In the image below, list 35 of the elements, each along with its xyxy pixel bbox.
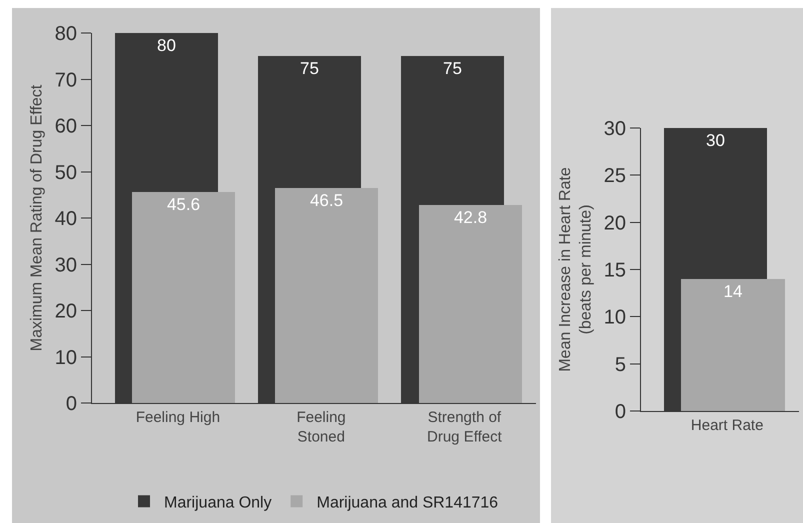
bar <box>419 205 522 403</box>
y-axis-title: Mean Increase in Heart Rate (beats per minute) <box>556 167 595 372</box>
y-tick-label: 5 <box>614 354 626 376</box>
y-tick-label: 60 <box>54 116 77 138</box>
bar <box>132 192 235 403</box>
y-tick-label: 30 <box>604 118 626 140</box>
y-tick-label: 10 <box>54 346 77 369</box>
y-tick-label: 0 <box>614 401 626 423</box>
y-tick-label: 50 <box>54 162 77 184</box>
y-tick-label: 10 <box>604 306 626 329</box>
bar <box>275 188 378 403</box>
data-label: 45.6 <box>166 195 200 214</box>
data-label: 42.8 <box>454 208 488 227</box>
y-tick-label: 70 <box>54 69 77 92</box>
data-label: 80 <box>157 36 176 55</box>
y-tick-label: 80 <box>54 23 77 45</box>
y-tick-label: 15 <box>604 260 626 282</box>
data-label: 75 <box>300 59 319 78</box>
y-axis-title: Maximum Mean Rating of Drug Effect <box>28 84 46 352</box>
data-label: 75 <box>443 59 462 78</box>
legend-label: Marijuana Only <box>164 494 272 512</box>
y-tick-label: 40 <box>54 208 77 230</box>
y-tick-label: 20 <box>604 212 626 234</box>
data-label: 14 <box>724 282 742 301</box>
legend-label: Marijuana and SR141716 <box>316 494 498 512</box>
y-tick-label: 0 <box>66 393 77 415</box>
data-label: 46.5 <box>310 191 344 210</box>
x-tick-label: Heart Rate <box>690 417 764 434</box>
x-tick-label: Feeling High <box>136 409 220 426</box>
y-tick-label: 20 <box>54 300 77 322</box>
y-tick-label: 25 <box>604 165 626 188</box>
y-tick-label: 30 <box>54 254 77 276</box>
x-tick-label: Strength of Drug Effect <box>427 409 503 446</box>
x-tick-label: Feeling Stoned <box>296 409 346 446</box>
data-label: 30 <box>706 131 725 150</box>
